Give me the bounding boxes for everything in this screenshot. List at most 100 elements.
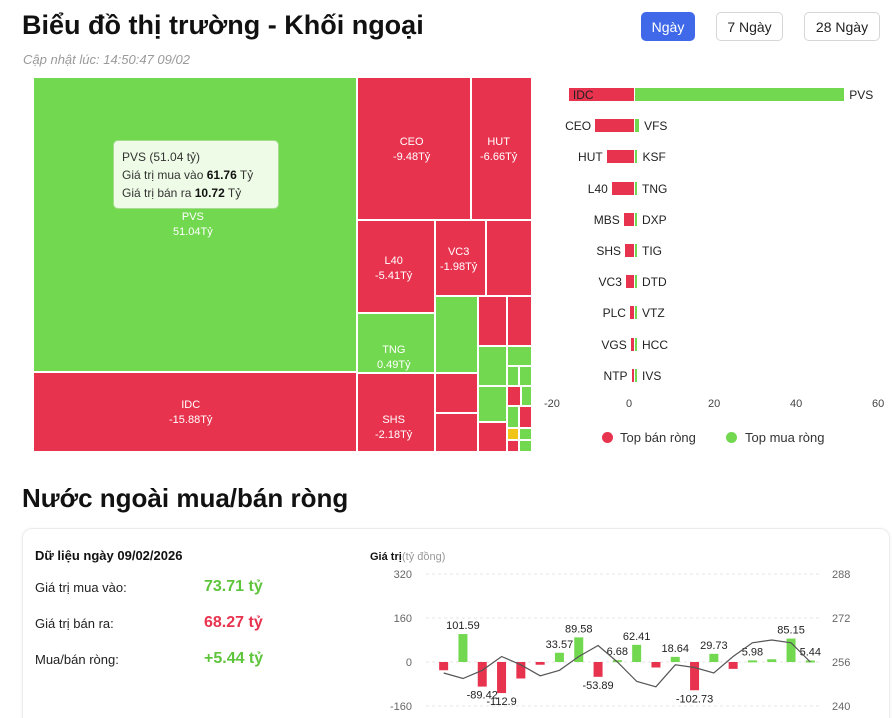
net-value: +5.44 tỷ	[204, 650, 264, 667]
legend-buy-swatch	[726, 432, 737, 443]
y2-tick-label: 240	[832, 701, 850, 713]
net-flow-bar[interactable]	[786, 638, 796, 662]
bar-data-label: -102.73	[676, 693, 713, 705]
sell-bar-label: HUT	[578, 150, 603, 165]
x-tick-label: 60	[872, 398, 885, 410]
treemap-cell[interactable]	[507, 366, 519, 386]
net-flow-bar[interactable]	[516, 662, 526, 679]
treemap-cell[interactable]	[507, 386, 521, 406]
bar-data-label: 6.68	[607, 646, 628, 658]
treemap-cell[interactable]	[478, 296, 507, 346]
treemap-label-l40: L40 -5.41Tỷ	[375, 255, 413, 282]
net-flow-bar[interactable]	[728, 662, 738, 669]
sell-value: 68.27 tỷ	[204, 614, 263, 631]
net-flow-bar[interactable]	[690, 662, 700, 691]
net-flow-bar[interactable]	[651, 662, 661, 668]
sell-bar-label: L40	[587, 181, 608, 196]
tooltip-buy-row: Giá trị mua vào 61.76 Tỷ	[122, 168, 254, 182]
treemap-cell[interactable]	[507, 346, 532, 366]
treemap-cell-vc3[interactable]	[435, 220, 486, 296]
treemap-cell[interactable]	[478, 422, 507, 452]
net-flow-bar[interactable]	[709, 653, 719, 662]
net-flow-bar[interactable]	[593, 662, 603, 677]
treemap-cell[interactable]	[519, 440, 532, 452]
treemap-cell[interactable]	[519, 428, 532, 440]
legend-buy-label: Top mua ròng	[745, 430, 825, 445]
treemap-cell[interactable]	[478, 346, 507, 386]
treemap-cell-hut[interactable]	[471, 77, 532, 220]
bar-data-label: 18.64	[661, 643, 689, 655]
treemap-cell[interactable]	[435, 413, 478, 452]
treemap-cell[interactable]	[507, 406, 519, 428]
updated-timestamp: Cập nhật lúc: 14:50:47 09/02	[23, 52, 190, 67]
treemap-cell-tng[interactable]	[357, 313, 435, 373]
treemap-cell[interactable]	[435, 296, 478, 373]
buy-bar-label: DTD	[642, 275, 667, 290]
y2-tick-label: 256	[832, 657, 850, 669]
treemap-cell[interactable]	[519, 406, 532, 428]
treemap-label-vc3: VC3 -1.98Tỷ	[440, 246, 478, 273]
buy-bar-label: VFS	[644, 119, 668, 134]
buy-bar	[635, 150, 638, 164]
section-title: Nước ngoài mua/bán ròng	[22, 483, 349, 513]
y2-tick-label: 272	[832, 613, 850, 625]
summary-card	[22, 528, 890, 718]
buy-bar	[635, 119, 640, 133]
treemap-cell[interactable]	[521, 386, 532, 406]
sell-bar-label: CEO	[565, 119, 592, 134]
sell-bar-label: MBS	[593, 212, 620, 227]
net-flow-bar[interactable]	[554, 652, 564, 662]
buy-value: 73.71 tỷ	[204, 578, 263, 595]
treemap-cell-idc[interactable]	[33, 372, 357, 452]
treemap-cell[interactable]	[486, 220, 532, 296]
foreign-treemap: PVS 51.04Tỷ IDC -15.88Tỷ CEO -9.48Tỷ HUT -6.…	[33, 77, 532, 452]
combo-unit: (tỷ đồng)	[402, 551, 445, 563]
index-line	[443, 639, 811, 688]
sell-bar-label: NTP	[603, 368, 628, 383]
bar-data-label: -112.9	[486, 696, 516, 708]
net-flow-bar[interactable]	[439, 662, 449, 671]
treemap-cell-shs[interactable]	[357, 373, 435, 452]
sell-bar	[611, 181, 634, 195]
buy-bar-label: IVS	[642, 368, 662, 383]
net-flow-bar[interactable]	[747, 660, 757, 663]
y-tick-label: 320	[394, 569, 412, 581]
net-flow-bar[interactable]	[477, 662, 487, 687]
buy-bar	[635, 337, 637, 351]
net-flow-bar[interactable]	[670, 656, 680, 662]
period-7day-button[interactable]: 7 Ngày	[716, 12, 783, 41]
y-tick-label: 160	[394, 613, 412, 625]
treemap-cell[interactable]	[507, 428, 519, 440]
sell-bar	[625, 244, 634, 257]
treemap-cell[interactable]	[507, 296, 532, 346]
net-flow-bar[interactable]	[767, 659, 777, 662]
x-tick-label: -20	[544, 398, 560, 410]
treemap-label-ceo: CEO -9.48Tỷ	[393, 136, 431, 163]
bar-data-label: 101.59	[446, 620, 480, 632]
treemap-cell-l40[interactable]	[357, 220, 435, 313]
summary-date: Dữ liệu ngày 09/02/2026	[35, 548, 183, 563]
buy-bar-label: HCC	[642, 337, 668, 352]
bar-data-label: -53.89	[582, 680, 613, 692]
x-tick-label: 40	[790, 398, 803, 410]
treemap-cell[interactable]	[478, 386, 507, 422]
net-flow-bar[interactable]	[497, 662, 507, 694]
net-flow-bar[interactable]	[458, 634, 468, 662]
buy-bar-label: KSF	[642, 150, 666, 165]
net-flow-bar[interactable]	[612, 660, 622, 663]
treemap-cell[interactable]	[435, 373, 478, 413]
treemap-cell-ceo[interactable]	[357, 77, 471, 220]
buy-bar-label: TIG	[642, 244, 662, 258]
treemap-label-tng: TNG 0.49Tỷ	[377, 344, 411, 371]
net-flow-bar[interactable]	[535, 662, 545, 665]
net-flow-bar[interactable]	[632, 644, 642, 662]
legend-sell-swatch	[602, 432, 613, 443]
bar-data-label: 62.41	[623, 631, 651, 643]
period-day-button[interactable]: Ngày	[641, 12, 695, 41]
sell-bar	[606, 150, 634, 164]
treemap-cell-pvs[interactable]	[33, 77, 357, 372]
treemap-cell[interactable]	[507, 440, 519, 452]
period-28day-button[interactable]: 28 Ngày	[804, 12, 880, 41]
net-flow-bar[interactable]	[574, 637, 584, 662]
treemap-cell[interactable]	[519, 366, 532, 386]
